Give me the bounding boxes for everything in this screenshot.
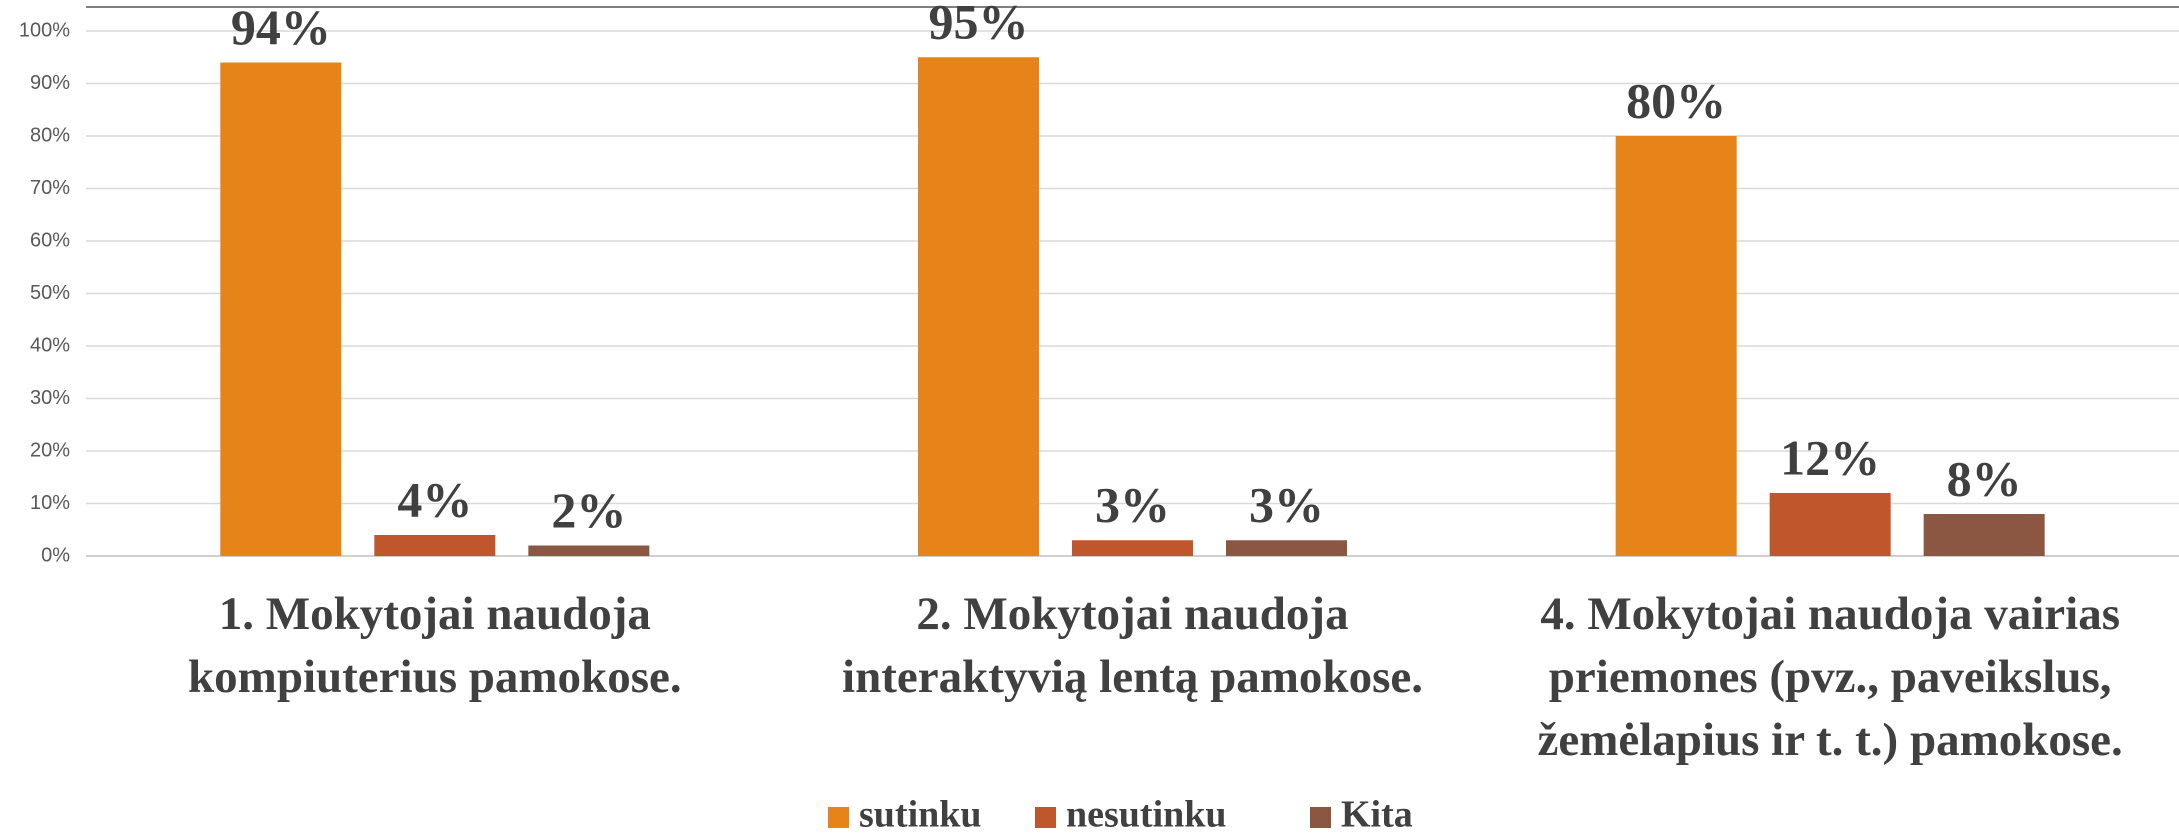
y-tick-label: 100% (19, 19, 70, 41)
x-tick-label: 2. Mokytojai naudoja (916, 588, 1348, 640)
x-tick-label: interaktyvią lentą pamokose. (842, 651, 1423, 703)
legend-swatch (1310, 807, 1331, 828)
legend-swatch (828, 807, 849, 828)
data-label: 94% (231, 0, 331, 55)
x-tick-label: 4. Mokytojai naudoja vairias (1540, 588, 2120, 640)
legend-label: nesutinku (1066, 794, 1227, 835)
bar (220, 62, 342, 556)
y-tick-label: 40% (30, 334, 70, 356)
data-label: 3% (1249, 477, 1324, 533)
data-label: 95% (929, 0, 1029, 50)
bar (1923, 514, 2045, 556)
x-tick-label: žemėlapius ir t. t.) pamokose. (1538, 714, 2123, 766)
bar (1072, 540, 1193, 556)
data-label: 12% (1780, 429, 1880, 485)
data-label: 4% (397, 471, 472, 527)
legend-swatch (1035, 807, 1056, 828)
y-tick-label: 60% (30, 229, 70, 251)
y-tick-label: 30% (30, 387, 70, 409)
y-tick-label: 10% (30, 492, 70, 514)
y-tick-label: 20% (30, 439, 70, 461)
legend-label: sutinku (859, 794, 982, 835)
bar (1226, 540, 1347, 556)
y-tick-label: 70% (30, 177, 70, 199)
data-label: 3% (1095, 477, 1170, 533)
bar (918, 57, 1039, 556)
y-tick-label: 90% (30, 72, 70, 94)
data-label: 2% (551, 482, 626, 538)
y-tick-label: 80% (30, 124, 70, 146)
bar (1615, 136, 1737, 556)
y-tick-label: 0% (41, 544, 70, 566)
bar (1769, 493, 1891, 556)
data-label: 80% (1626, 72, 1726, 128)
x-tick-label: priemones (pvz., paveikslus, (1549, 651, 2112, 703)
bar (374, 535, 496, 556)
y-tick-label: 50% (30, 282, 70, 304)
legend-label: Kita (1341, 794, 1413, 835)
x-tick-label: 1. Mokytojai naudoja (219, 588, 651, 640)
bar (528, 545, 650, 556)
data-label: 8% (1947, 450, 2022, 506)
x-tick-label: kompiuterius pamokose. (188, 651, 682, 703)
